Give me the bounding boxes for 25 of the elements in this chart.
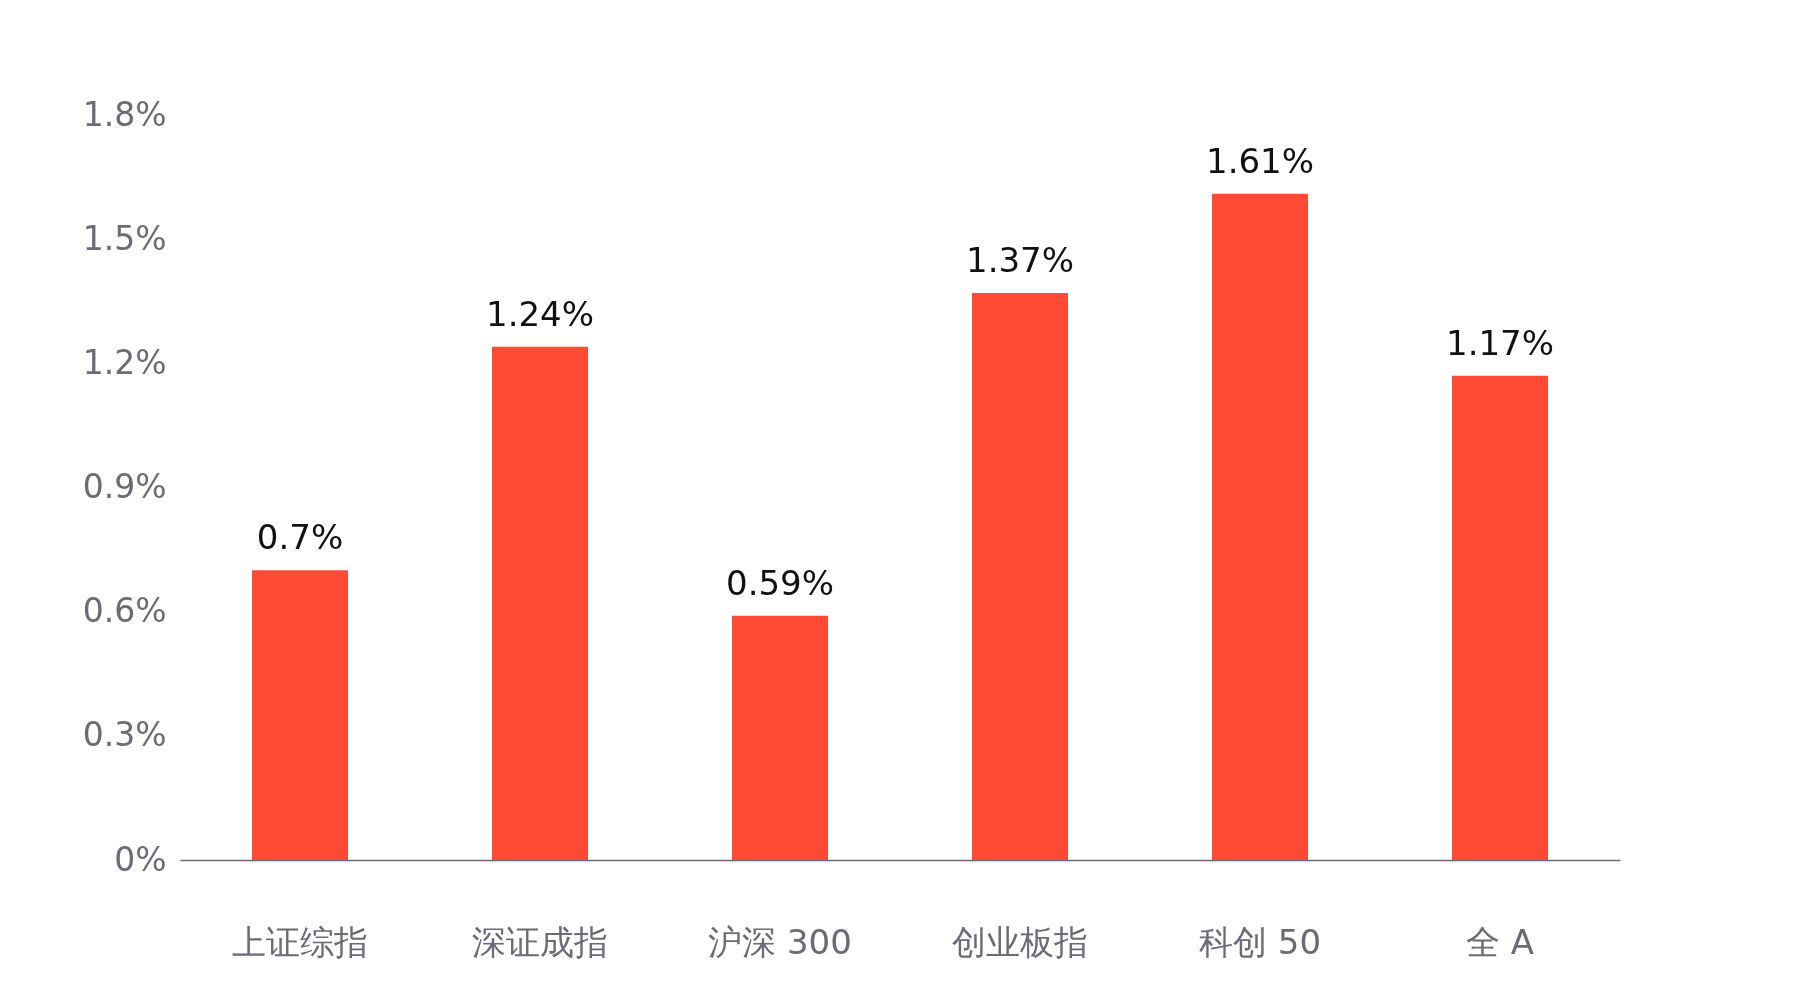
- data-label: 1.24%: [485, 293, 595, 334]
- y-tick-label: 1.5%: [82, 218, 167, 258]
- y-tick-label: 0.3%: [82, 715, 167, 755]
- y-tick-label: 0.6%: [82, 591, 167, 631]
- data-label: 0.7%: [256, 517, 344, 558]
- x-tick-label: 创业板指: [952, 921, 1088, 962]
- x-tick-label: 沪深 300: [708, 921, 852, 962]
- bar: [492, 346, 588, 860]
- y-tick-label: 0.9%: [82, 467, 167, 506]
- data-label: 1.17%: [1445, 322, 1555, 363]
- bar: [252, 570, 348, 860]
- x-tick-label: 深证成指: [472, 921, 608, 962]
- x-tick-label: 全 A: [1465, 921, 1535, 962]
- bar: [972, 292, 1068, 860]
- data-label: 1.37%: [965, 239, 1075, 280]
- data-label: 0.59%: [725, 562, 835, 603]
- bar: [1452, 375, 1548, 860]
- y-tick-label: 1.2%: [82, 342, 167, 382]
- y-tick-label: 0%: [114, 839, 167, 879]
- bar: [1212, 193, 1308, 860]
- data-label: 1.61%: [1205, 140, 1315, 181]
- x-tick-label: 科创 50: [1198, 921, 1322, 962]
- bar: [732, 615, 828, 860]
- y-tick-label: 1.8%: [82, 94, 167, 134]
- x-tick-label: 上证综指: [232, 921, 368, 962]
